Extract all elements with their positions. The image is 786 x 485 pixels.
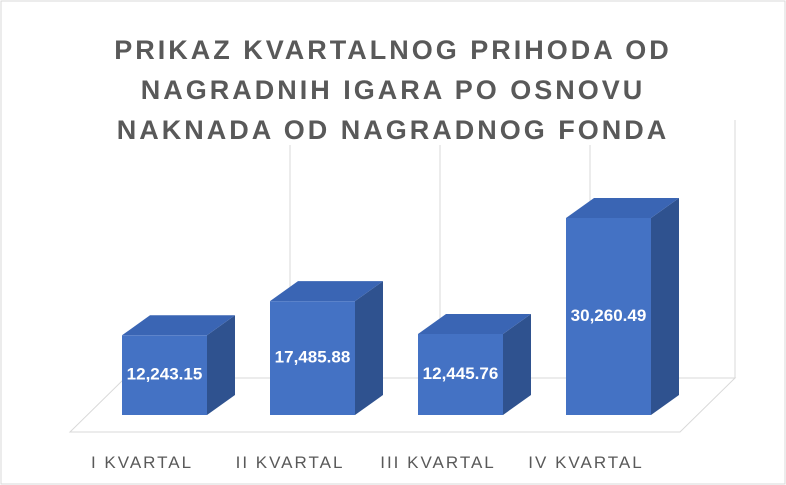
bar-top [270,281,383,302]
bar-top [418,313,531,334]
x-tick-label: IV KVARTAL [528,453,643,472]
bar [566,218,651,415]
bar [122,335,207,415]
x-tick-label: II KVARTAL [236,453,345,472]
bar-side [651,198,679,415]
value-label: 12,445.76 [423,364,499,383]
value-label: 12,243.15 [127,365,203,384]
bar-side [355,281,383,415]
x-tick-label: I KVARTAL [91,453,193,472]
x-tick-label: III KVARTAL [380,453,496,472]
bar [418,333,503,415]
bar [270,301,355,415]
chart-title: PRIKAZ KVARTALNOG PRIHODA OD NAGRADNIH I… [114,35,672,145]
value-label: 30,260.49 [571,306,647,325]
bar-side [207,315,235,415]
value-label: 17,485.88 [275,348,351,367]
bar-side [503,313,531,415]
bar-top [566,198,679,218]
bar-top [122,315,235,336]
